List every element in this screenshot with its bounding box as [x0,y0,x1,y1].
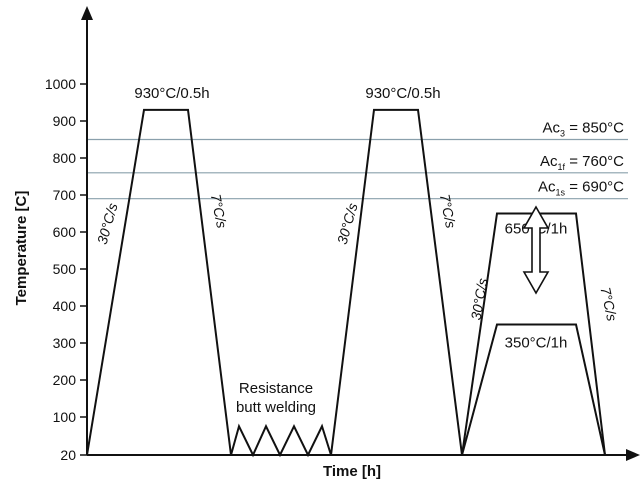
y-tick-label-900: 900 [53,113,77,129]
austenitizing-profile-1 [86,108,232,456]
cooling-rate-2: 7°C/s [437,193,459,230]
y-axis-label: Temperature [C] [13,191,30,306]
welding-label-line2: butt welding [236,399,316,416]
annotations: Ac3 = 850°C Ac1f = 760°C Ac1s = 690°C 930°C… [94,85,624,416]
y-tick-label-600: 600 [53,224,77,240]
critical-label-1s: Ac1s = 690°C [538,179,624,198]
cooling-rate-1: 7°C/s [208,193,230,230]
y-tick-label-300: 300 [53,335,77,351]
y-tick-label-1000: 1000 [45,76,76,92]
axes: 20 100 200 300 400 500 600 700 800 900 1000 [45,6,640,463]
tempering-heating-rate: 30°C/s [468,277,491,321]
y-tick-label-800: 800 [53,150,77,166]
y-tick-label-700: 700 [53,187,77,203]
x-axis-label: Time [h] [323,463,381,480]
tempering-profile-low [461,323,606,456]
y-tick-label-500: 500 [53,261,77,277]
y-tick-label-100: 100 [53,409,77,425]
temperature-profiles [86,108,606,458]
welding-label-line1: Resistance [239,380,313,397]
welding-zigzag [230,423,332,458]
austenitizing-profile-2 [330,108,463,456]
critical-label-3: Ac3 = 850°C [543,120,625,139]
double-arrow-icon [522,205,550,295]
y-tick-label-20: 20 [60,447,76,463]
tempering-low-label: 350°C/1h [505,335,568,352]
y-tick-label-400: 400 [53,298,77,314]
critical-temperature-lines [87,138,628,200]
peak-label-1: 930°C/0.5h [134,85,209,102]
critical-label-1f: Ac1f = 760°C [540,153,624,172]
y-axis-arrow [81,6,93,20]
heating-rate-2: 30°C/s [334,201,361,246]
peak-label-2: 930°C/0.5h [365,85,440,102]
y-tick-label-200: 200 [53,372,77,388]
x-axis-arrow [626,449,640,461]
heating-rate-1: 30°C/s [94,201,121,246]
tempering-cooling-rate: 7°C/s [597,285,620,322]
